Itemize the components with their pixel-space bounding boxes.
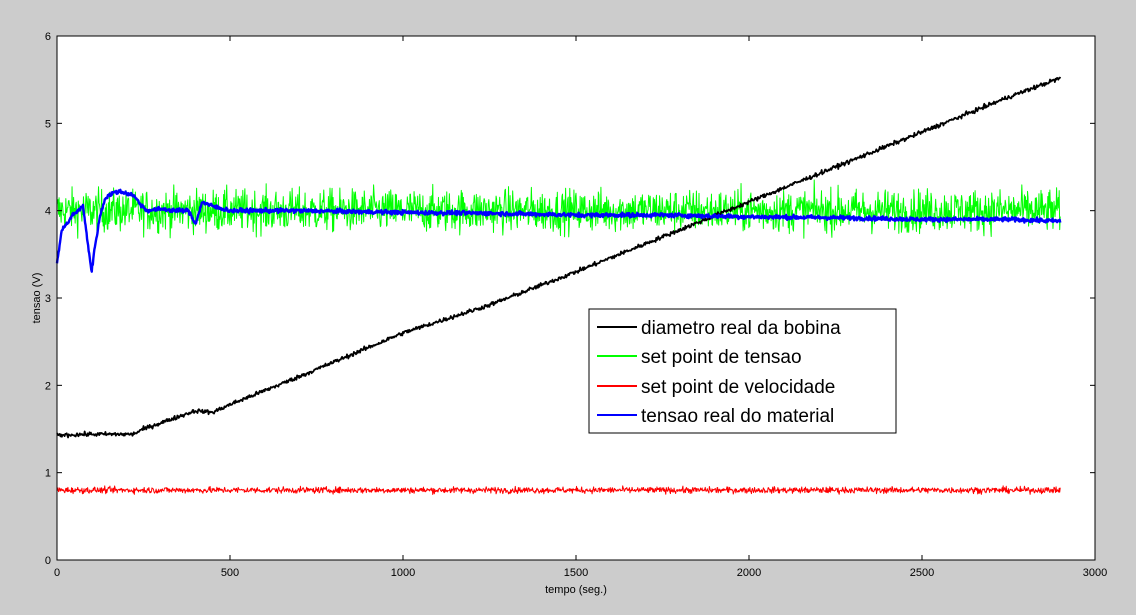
legend-label-3: tensao real do material <box>641 406 834 427</box>
y-tick-label: 5 <box>45 118 51 130</box>
x-axis-label: tempo (seg.) <box>545 584 607 596</box>
axes-frame <box>56 35 1096 561</box>
x-tick-label: 1500 <box>564 567 588 579</box>
ticks-layer: 0 500 1000 1500 2000 2500 3000 0 1 2 3 4 5 6 <box>45 31 1107 579</box>
legend-box <box>588 308 897 434</box>
legend-label-0: diametro real da bobina <box>641 318 841 339</box>
y-tick-label: 4 <box>45 206 51 218</box>
y-tick-label: 0 <box>45 555 51 567</box>
series-line-3 <box>55 188 1062 273</box>
y-tick-label: 3 <box>45 293 51 305</box>
x-tick-label: 3000 <box>1083 567 1107 579</box>
legend-label-1: set point de tensao <box>641 347 802 368</box>
x-tick-label: 500 <box>221 567 239 579</box>
y-tick-label: 1 <box>45 468 51 480</box>
series-line-0 <box>56 76 1062 439</box>
series-line-2 <box>56 485 1061 495</box>
legend: diametro real da bobina set point de ten… <box>588 308 897 434</box>
x-tick-label: 2500 <box>910 567 934 579</box>
x-tick-label: 1000 <box>391 567 415 579</box>
series-layer <box>55 76 1062 495</box>
axes-background <box>57 36 1095 560</box>
x-tick-label: 2000 <box>737 567 761 579</box>
y-tick-label: 2 <box>45 380 51 392</box>
y-tick-label: 6 <box>45 31 51 43</box>
series-line-1 <box>56 179 1061 239</box>
y-axis-label: tensao (V) <box>31 273 43 324</box>
x-tick-label: 0 <box>54 567 60 579</box>
legend-label-2: set point de velocidade <box>641 377 835 398</box>
